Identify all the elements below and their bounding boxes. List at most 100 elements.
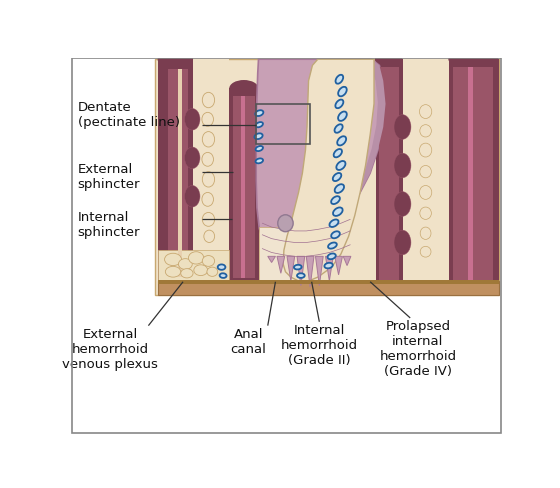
Ellipse shape bbox=[202, 132, 214, 148]
Ellipse shape bbox=[181, 269, 193, 278]
Ellipse shape bbox=[188, 252, 204, 264]
Polygon shape bbox=[158, 281, 499, 285]
Ellipse shape bbox=[297, 274, 305, 278]
Ellipse shape bbox=[202, 113, 213, 127]
Ellipse shape bbox=[165, 254, 181, 266]
Ellipse shape bbox=[218, 265, 225, 270]
Ellipse shape bbox=[331, 197, 340, 204]
Ellipse shape bbox=[338, 88, 347, 97]
Ellipse shape bbox=[449, 52, 498, 68]
Polygon shape bbox=[449, 60, 499, 295]
Polygon shape bbox=[379, 68, 399, 287]
Polygon shape bbox=[315, 257, 323, 286]
Ellipse shape bbox=[335, 101, 343, 109]
Ellipse shape bbox=[420, 227, 431, 240]
Ellipse shape bbox=[165, 267, 181, 278]
Polygon shape bbox=[178, 70, 181, 278]
Ellipse shape bbox=[324, 263, 333, 269]
Ellipse shape bbox=[419, 144, 432, 158]
Ellipse shape bbox=[337, 137, 346, 146]
Ellipse shape bbox=[255, 159, 263, 164]
Polygon shape bbox=[158, 251, 229, 285]
Ellipse shape bbox=[278, 215, 293, 232]
Ellipse shape bbox=[329, 220, 338, 227]
Polygon shape bbox=[376, 60, 403, 295]
Ellipse shape bbox=[333, 174, 341, 182]
Ellipse shape bbox=[255, 111, 263, 117]
Text: External
hemorrhoid
venous plexus: External hemorrhoid venous plexus bbox=[62, 327, 158, 370]
Polygon shape bbox=[229, 89, 259, 285]
Ellipse shape bbox=[420, 247, 431, 258]
Polygon shape bbox=[167, 70, 188, 278]
Polygon shape bbox=[335, 257, 342, 275]
Polygon shape bbox=[256, 60, 385, 267]
Ellipse shape bbox=[194, 265, 208, 276]
Ellipse shape bbox=[255, 123, 263, 128]
Ellipse shape bbox=[334, 125, 343, 134]
Ellipse shape bbox=[158, 49, 193, 71]
Text: Prolapsed
internal
hemorrhoid
(Grade IV): Prolapsed internal hemorrhoid (Grade IV) bbox=[379, 320, 456, 378]
Text: External
sphincter: External sphincter bbox=[78, 163, 140, 190]
Polygon shape bbox=[259, 227, 301, 282]
Ellipse shape bbox=[254, 134, 263, 140]
Ellipse shape bbox=[220, 274, 227, 278]
Polygon shape bbox=[325, 257, 333, 282]
Polygon shape bbox=[293, 60, 385, 267]
Bar bbox=[256, 104, 310, 144]
Ellipse shape bbox=[337, 162, 346, 171]
Ellipse shape bbox=[333, 208, 343, 217]
Polygon shape bbox=[343, 257, 351, 266]
Polygon shape bbox=[158, 282, 499, 295]
Ellipse shape bbox=[202, 256, 214, 267]
Text: Anal
canal: Anal canal bbox=[231, 327, 267, 355]
Ellipse shape bbox=[394, 116, 411, 140]
Ellipse shape bbox=[255, 147, 263, 152]
Polygon shape bbox=[193, 60, 229, 285]
Ellipse shape bbox=[420, 166, 431, 179]
Ellipse shape bbox=[202, 93, 214, 108]
Text: Internal
sphincter: Internal sphincter bbox=[78, 211, 140, 239]
Polygon shape bbox=[287, 257, 295, 282]
Ellipse shape bbox=[185, 109, 200, 131]
Polygon shape bbox=[454, 68, 493, 286]
Polygon shape bbox=[241, 97, 245, 278]
Ellipse shape bbox=[335, 76, 343, 84]
Ellipse shape bbox=[179, 259, 192, 270]
Polygon shape bbox=[233, 97, 255, 278]
Ellipse shape bbox=[335, 185, 344, 194]
Ellipse shape bbox=[420, 207, 431, 220]
Text: Internal
hemorrhoid
(Grade II): Internal hemorrhoid (Grade II) bbox=[281, 324, 358, 366]
Ellipse shape bbox=[202, 213, 214, 227]
Ellipse shape bbox=[207, 267, 218, 277]
Ellipse shape bbox=[331, 232, 340, 239]
Ellipse shape bbox=[394, 231, 411, 255]
Ellipse shape bbox=[375, 52, 403, 68]
Ellipse shape bbox=[394, 192, 411, 217]
Ellipse shape bbox=[229, 81, 259, 98]
Ellipse shape bbox=[328, 243, 337, 249]
Ellipse shape bbox=[394, 154, 411, 179]
Ellipse shape bbox=[338, 112, 347, 122]
Ellipse shape bbox=[334, 150, 342, 158]
Polygon shape bbox=[297, 257, 305, 286]
Ellipse shape bbox=[185, 148, 200, 169]
Ellipse shape bbox=[294, 265, 302, 270]
Ellipse shape bbox=[328, 254, 336, 260]
Ellipse shape bbox=[420, 125, 431, 138]
Ellipse shape bbox=[202, 193, 213, 207]
Ellipse shape bbox=[419, 186, 432, 200]
Ellipse shape bbox=[185, 186, 200, 207]
Polygon shape bbox=[468, 68, 473, 286]
Polygon shape bbox=[283, 60, 374, 282]
Polygon shape bbox=[158, 60, 193, 285]
Ellipse shape bbox=[204, 231, 214, 243]
Polygon shape bbox=[306, 257, 314, 287]
Ellipse shape bbox=[202, 172, 214, 188]
Text: Dentate
(pectinate line): Dentate (pectinate line) bbox=[78, 101, 180, 129]
Ellipse shape bbox=[419, 105, 432, 119]
Ellipse shape bbox=[202, 153, 213, 167]
Polygon shape bbox=[277, 257, 284, 274]
Polygon shape bbox=[401, 60, 450, 295]
Polygon shape bbox=[268, 257, 276, 263]
Polygon shape bbox=[155, 60, 499, 295]
